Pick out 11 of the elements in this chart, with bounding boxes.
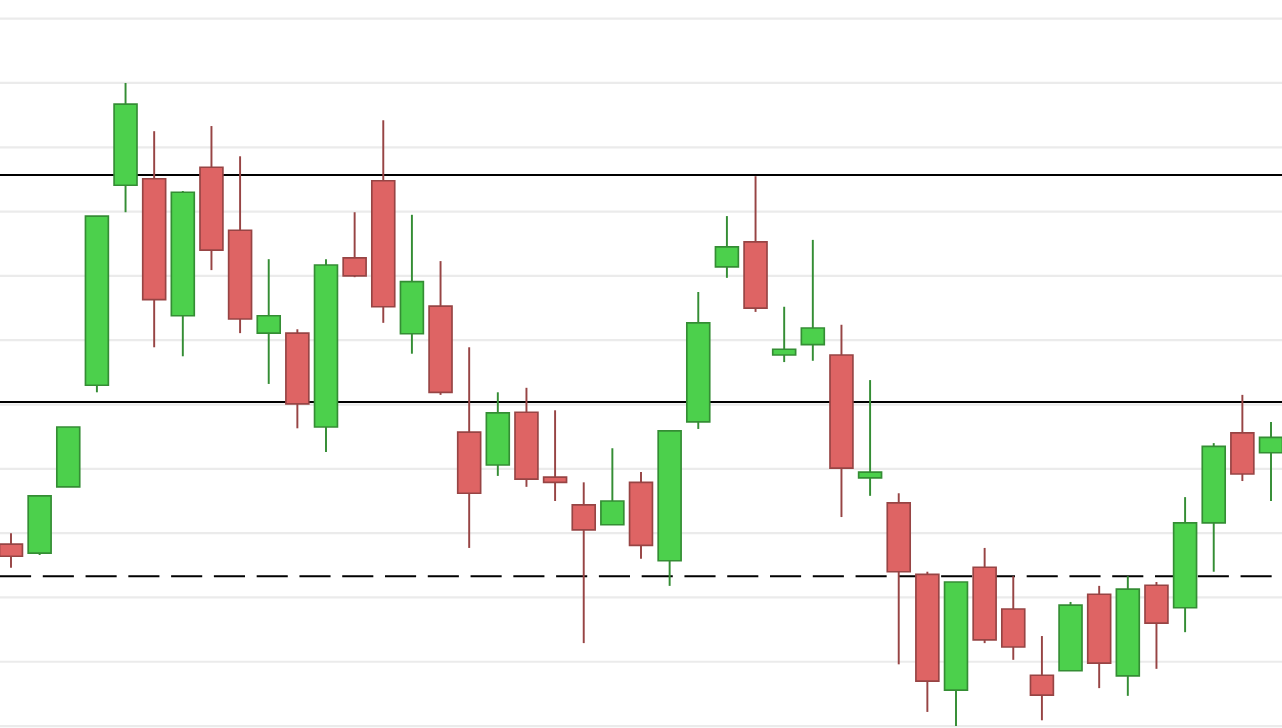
candlestick	[1029, 635, 1055, 722]
candlestick	[600, 447, 625, 526]
candlestick	[342, 211, 367, 279]
candlestick	[0, 532, 24, 569]
candlestick	[1258, 420, 1282, 502]
candlestick	[256, 258, 282, 385]
candlestick	[771, 305, 797, 364]
candlestick	[857, 379, 883, 497]
candlestick	[542, 409, 568, 502]
candlestick	[800, 238, 826, 362]
candlestick	[714, 215, 740, 279]
